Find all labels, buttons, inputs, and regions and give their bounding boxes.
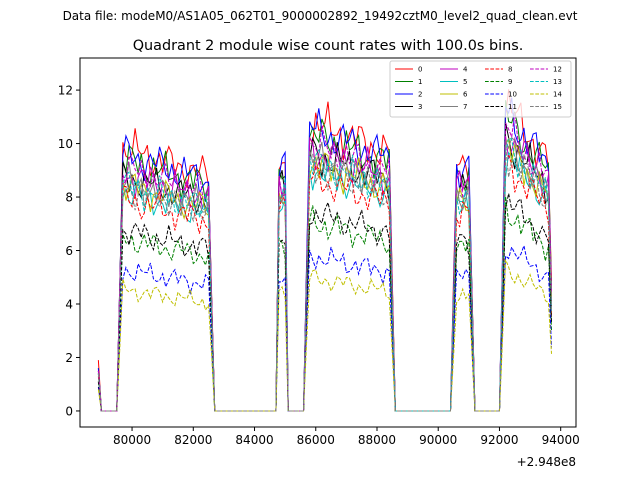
x-tick-label: 94000 <box>542 433 580 447</box>
legend-label-15: 15 <box>553 103 562 111</box>
legend-label-9: 9 <box>508 78 512 86</box>
legend-label-11: 11 <box>508 103 517 111</box>
series-line-14 <box>97 259 553 412</box>
legend-label-6: 6 <box>463 91 468 99</box>
y-tick-label: 8 <box>65 190 73 204</box>
legend-label-5: 5 <box>463 78 467 86</box>
x-axis-ticks: 80000 82000 84000 86000 88000 90000 92000 94000 <box>113 427 580 447</box>
y-tick-label: 0 <box>65 404 73 418</box>
y-tick-label: 12 <box>58 83 73 97</box>
series-line-13 <box>97 137 553 412</box>
legend-label-3: 3 <box>418 103 422 111</box>
x-tick-label: 82000 <box>174 433 212 447</box>
chart-title: Quadrant 2 module wise count rates with … <box>133 38 524 54</box>
y-tick-label: 4 <box>65 297 73 311</box>
x-tick-label: 88000 <box>358 433 396 447</box>
series-line-11 <box>97 193 553 412</box>
legend-label-2: 2 <box>418 91 422 99</box>
plot-area-frame <box>79 57 577 428</box>
legend-box <box>389 60 572 118</box>
y-axis-ticks: 0 2 4 6 8 10 12 <box>58 83 80 418</box>
legend-label-4: 4 <box>463 66 468 74</box>
x-axis-offset-label: +2.948e8 <box>517 455 576 469</box>
x-tick-label: 84000 <box>235 433 273 447</box>
legend-label-7: 7 <box>463 103 467 111</box>
legend-label-13: 13 <box>553 78 562 86</box>
legend-label-1: 1 <box>418 78 422 86</box>
series-line-1 <box>97 100 553 412</box>
series-line-9 <box>97 196 553 412</box>
x-tick-label: 86000 <box>297 433 335 447</box>
y-tick-label: 2 <box>65 351 73 365</box>
series-line-15 <box>97 145 553 412</box>
series-lines-group <box>97 89 553 412</box>
x-tick-label: 90000 <box>419 433 457 447</box>
series-line-10 <box>97 243 553 412</box>
legend-label-14: 14 <box>553 91 562 99</box>
legend-label-0: 0 <box>418 66 422 74</box>
legend-label-12: 12 <box>553 66 562 74</box>
series-line-2 <box>97 97 553 412</box>
legend-label-10: 10 <box>508 91 517 99</box>
y-tick-label: 10 <box>58 137 73 151</box>
legend-label-8: 8 <box>508 66 512 74</box>
figure-suptitle: Data file: modeM0/AS1A05_062T01_90000028… <box>63 9 578 23</box>
y-tick-label: 6 <box>65 244 73 258</box>
x-tick-label: 80000 <box>113 433 151 447</box>
x-tick-label: 92000 <box>480 433 518 447</box>
